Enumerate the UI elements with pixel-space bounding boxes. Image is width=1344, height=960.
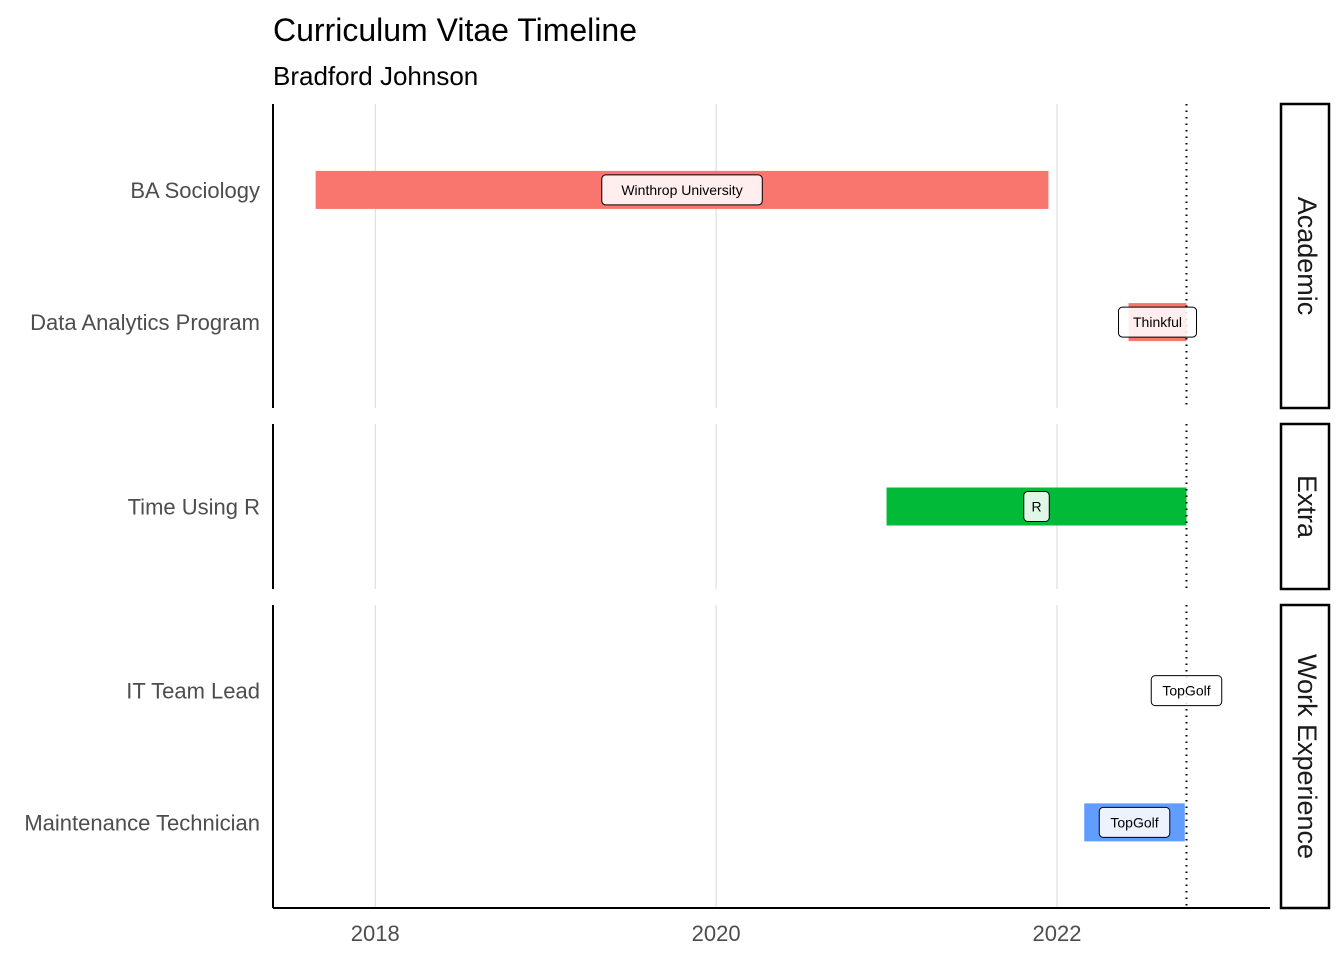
label-text-time-using-r: R <box>1031 499 1041 515</box>
strip-extra <box>1279 422 1331 591</box>
y-label-it-team-lead: IT Team Lead <box>126 679 260 704</box>
label-time-using-r: R <box>1023 491 1050 522</box>
bar-labels: Winthrop University Thinkful R TopGolf TopGo… <box>601 174 1223 838</box>
bars <box>315 170 1187 842</box>
x-tick-2020: 2020 <box>692 921 741 946</box>
facet-strips: Academic Extra Work Experience <box>1279 102 1331 910</box>
label-text-data-analytics-program: Thinkful <box>1133 314 1182 330</box>
y-label-maintenance-technician: Maintenance Technician <box>24 810 260 835</box>
chart-subtitle: Bradford Johnson <box>273 61 478 91</box>
axes: BA Sociology Data Analytics Program Time U… <box>24 104 1270 946</box>
label-box-it-team-lead <box>1150 675 1223 707</box>
label-box-data-analytics-program <box>1118 306 1198 338</box>
label-box-time-using-r <box>1023 491 1050 522</box>
label-it-team-lead: TopGolf <box>1150 675 1223 707</box>
strip-work-experience <box>1279 603 1331 910</box>
strip-academic <box>1279 102 1331 410</box>
y-label-data-analytics-program: Data Analytics Program <box>30 310 260 335</box>
y-label-time-using-r: Time Using R <box>128 495 260 520</box>
strip-label-work-experience: Work Experience <box>1292 654 1322 859</box>
label-text-ba-sociology: Winthrop University <box>621 182 742 198</box>
label-text-it-team-lead: TopGolf <box>1162 683 1210 699</box>
label-box-maintenance-technician <box>1098 806 1171 838</box>
x-tick-2018: 2018 <box>351 921 400 946</box>
label-maintenance-technician: TopGolf <box>1098 806 1171 838</box>
y-label-ba-sociology: BA Sociology <box>130 178 260 203</box>
label-box-ba-sociology <box>601 174 763 206</box>
chart-title: Curriculum Vitae Timeline <box>273 12 637 48</box>
label-text-maintenance-technician: TopGolf <box>1110 814 1158 830</box>
strip-label-extra: Extra <box>1292 475 1322 539</box>
strip-label-academic: Academic <box>1292 197 1322 316</box>
label-ba-sociology: Winthrop University <box>601 174 763 206</box>
x-tick-2022: 2022 <box>1032 921 1081 946</box>
label-data-analytics-program: Thinkful <box>1118 306 1198 338</box>
